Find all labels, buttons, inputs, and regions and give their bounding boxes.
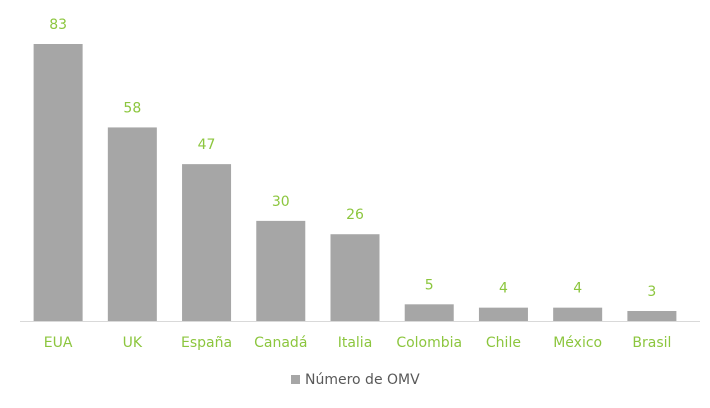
bar: [256, 220, 306, 321]
data-label: 4: [499, 281, 508, 297]
bar: [553, 307, 603, 321]
x-tick-label: Canadá: [254, 335, 307, 351]
data-label: 58: [123, 100, 141, 116]
data-label: 30: [272, 194, 290, 210]
bar: [107, 127, 157, 321]
legend-label: Número de OMV: [305, 372, 420, 388]
x-tick-label: Brasil: [632, 335, 671, 351]
bar: [404, 304, 454, 321]
bar: [182, 164, 232, 321]
legend-swatch: [291, 375, 300, 384]
x-tick-label: México: [553, 335, 602, 351]
data-label: 26: [346, 207, 364, 223]
bar: [33, 44, 83, 321]
data-label: 83: [49, 17, 67, 33]
bar: [627, 310, 677, 321]
x-tick-label: EUA: [44, 335, 73, 351]
x-tick-label: España: [181, 335, 232, 351]
bar: [478, 307, 528, 321]
x-tick-label: Colombia: [396, 335, 462, 351]
data-label: 3: [647, 284, 656, 300]
x-tick-label: Italia: [338, 335, 373, 351]
data-label: 4: [573, 281, 582, 297]
x-tick-label: Chile: [486, 335, 521, 351]
data-label: 47: [198, 137, 216, 153]
data-label: 5: [425, 277, 434, 293]
bar: [330, 234, 380, 321]
x-tick-label: UK: [123, 335, 143, 351]
